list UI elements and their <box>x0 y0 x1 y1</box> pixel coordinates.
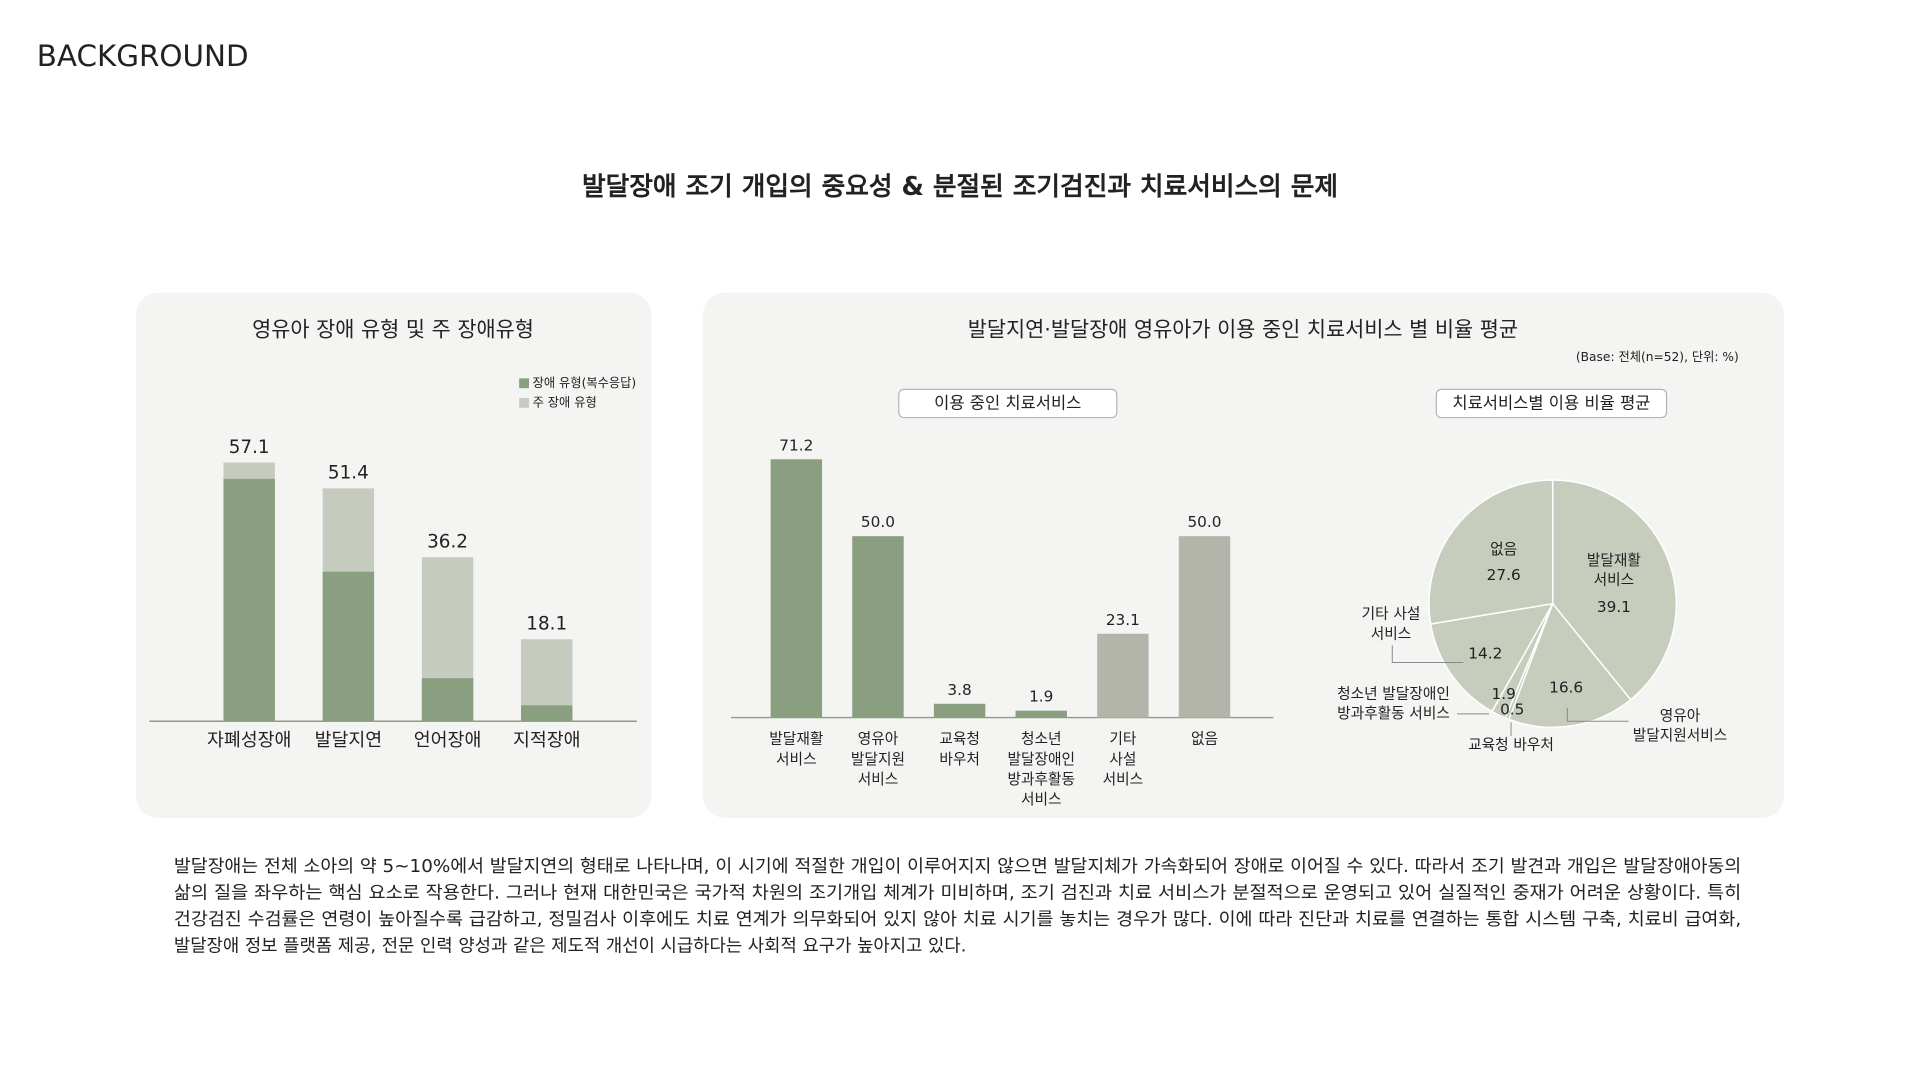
slide-content: BACKGROUND 발달장애 조기 개입의 중요성 & 분절된 조기검진과 치… <box>37 39 1785 957</box>
x-tick-label-line: 서비스 <box>1103 771 1144 788</box>
bar <box>322 571 375 722</box>
data-label: 1.9 <box>1029 688 1053 706</box>
x-tick-label-line: 서비스 <box>776 751 817 768</box>
label-box <box>898 388 1118 419</box>
chart-title: 영유아 장애 유형 및 주 장애유형 <box>252 318 534 342</box>
leader-line <box>1391 645 1464 663</box>
x-tick-label-line: 서비스 <box>858 771 899 788</box>
x-tick-label-line: 기타 <box>1109 731 1137 748</box>
data-label: 16.6 <box>1549 679 1583 697</box>
pie-label-line: 방과후활동 서비스 <box>1337 705 1450 722</box>
x-tick-label-line: 청소년 <box>1021 731 1062 748</box>
bar <box>1015 710 1067 718</box>
bar <box>1097 633 1149 718</box>
bar <box>852 536 904 718</box>
x-tick-label-line: 바우처 <box>939 751 980 768</box>
label-box <box>1435 388 1668 419</box>
data-label: 18.1 <box>526 614 567 635</box>
x-tick-label-line: 발달지원 <box>851 751 905 768</box>
x-tick-label-line: 교육청 <box>939 731 980 748</box>
pie-label-line: 발달재활 <box>1587 552 1641 569</box>
pie-label-line: 교육청 바우처 <box>1468 737 1554 754</box>
pie-slice <box>1428 479 1554 625</box>
data-label: 39.1 <box>1597 598 1631 616</box>
data-label: 36.2 <box>427 532 468 553</box>
legend-swatch <box>519 378 529 389</box>
panel-title: 발달지연·발달장애 영유아가 이용 중인 치료서비스 별 비율 평균 <box>968 318 1518 342</box>
pie-label-line: 없음 <box>1490 541 1517 558</box>
chart-title: 이용 중인 치료서비스 <box>934 394 1081 413</box>
pie-slice <box>1551 479 1678 701</box>
pie-label-line: 발달지원서비스 <box>1633 727 1728 744</box>
x-tick-label-line: 방과후활동 <box>1007 771 1075 788</box>
bar <box>421 678 474 722</box>
bar <box>1178 536 1231 718</box>
legend-swatch <box>519 397 529 408</box>
leader-line <box>1566 707 1629 722</box>
x-tick-label-line: 서비스 <box>1021 791 1062 808</box>
data-label: 57.1 <box>229 437 270 458</box>
pie-label-line: 서비스 <box>1594 571 1635 588</box>
pie-slice <box>1429 602 1555 713</box>
data-label: 51.4 <box>328 463 369 484</box>
paragraph-line: 발달장애는 전체 소아의 약 5~10%에서 발달지연의 형태로 나타나며, 이… <box>174 856 1741 877</box>
x-tick-label: 언어장애 <box>414 730 482 751</box>
paragraph-line: 발달장애 정보 플랫폼 제공, 전문 인력 양성과 같은 제도적 개선이 시급하… <box>174 936 966 957</box>
data-label: 71.2 <box>779 436 813 454</box>
bar <box>223 478 275 722</box>
chart-title: 치료서비스별 이용 비율 평균 <box>1452 394 1650 413</box>
data-label: 27.6 <box>1487 566 1521 584</box>
pie-label-line: 영유아 <box>1660 707 1701 724</box>
data-label: 50.0 <box>861 513 895 531</box>
x-tick-label-line: 영유아 <box>858 731 899 748</box>
data-label: 14.2 <box>1468 644 1502 662</box>
data-label: 23.1 <box>1106 611 1140 629</box>
paragraph-line: 삶의 질을 좌우하는 핵심 요소로 작용한다. 그러나 현재 대한민국은 국가적… <box>174 883 1741 904</box>
legend-label: 주 장애 유형 <box>533 395 597 409</box>
x-tick-label: 지적장애 <box>513 730 581 751</box>
x-tick-label: 자폐성장애 <box>207 730 291 751</box>
pie-label: 교육청 바우처 <box>1468 737 1554 754</box>
pie-label-line: 서비스 <box>1371 625 1412 642</box>
bar <box>933 703 986 718</box>
pie-label-line: 청소년 발달장애인 <box>1337 685 1450 702</box>
x-tick-label: 없음 <box>1191 731 1218 748</box>
bar <box>770 459 823 718</box>
data-label: 1.9 <box>1492 685 1516 703</box>
pie-slice <box>1507 602 1632 729</box>
main-title: 발달장애 조기 개입의 중요성 & 분절된 조기검진과 치료서비스의 문제 <box>582 172 1338 202</box>
paragraph-line: 건강검진 수검률은 연령이 높아질수록 급감하고, 정밀검사 이후에도 치료 연… <box>174 909 1741 930</box>
x-tick-label-line: 발달재활 <box>769 731 823 748</box>
bar <box>521 705 573 722</box>
x-tick-label-line: 없음 <box>1191 731 1218 748</box>
pie-label: 없음 <box>1490 541 1517 558</box>
note: (Base: 전체(n=52), 단위: %) <box>1576 350 1739 364</box>
x-tick-label-line: 발달장애인 <box>1007 751 1075 768</box>
data-label: 50.0 <box>1187 513 1221 531</box>
data-label: 0.5 <box>1500 701 1524 719</box>
data-label: 3.8 <box>947 681 971 699</box>
pie-label-line: 기타 사설 <box>1362 606 1421 623</box>
header: BACKGROUND <box>37 39 249 73</box>
legend-label: 장애 유형(복수응답) <box>533 376 636 390</box>
x-tick-label: 발달지연 <box>315 730 383 751</box>
x-tick-label-line: 사설 <box>1109 751 1136 768</box>
